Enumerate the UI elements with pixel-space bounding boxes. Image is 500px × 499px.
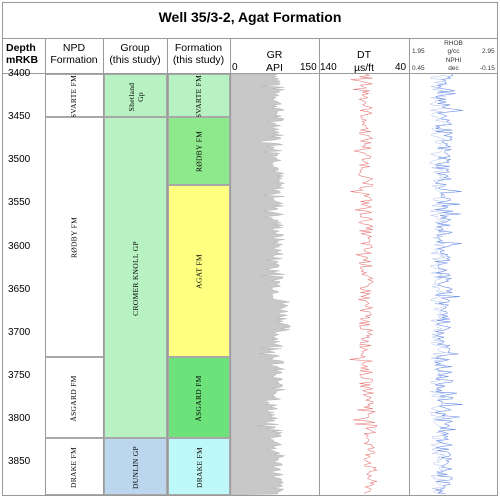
group-header: Group (this study) (103, 42, 167, 66)
column-divider (230, 38, 231, 496)
depth-header-unit: mRKB (6, 54, 39, 66)
rhob-header-title: RHOB (444, 40, 463, 47)
nphi-scale-min: 0.45 (412, 65, 425, 72)
formation-zone: ÅSGARD FM (168, 356, 230, 439)
column-divider (409, 38, 410, 496)
depth-tick-label: 3850 (8, 456, 31, 468)
formation-header-subtitle: (this study) (172, 54, 225, 66)
formation-zone: SVARTE FM (168, 74, 230, 118)
group-header-title: Group (120, 42, 150, 54)
dt-header-title: DT (357, 49, 371, 61)
npd-header: NPD Formation (45, 42, 103, 66)
nphi-header-title: NPHI (445, 57, 462, 64)
npd-zone: RØDBY FM (46, 117, 103, 357)
rhob-log-curve (434, 73, 463, 495)
group-zone: Shetland Gp (104, 74, 167, 118)
depth-tick-label: 3650 (8, 283, 31, 295)
dt-header-unit: µs/ft (353, 62, 375, 74)
gr-scale-max: 150 (300, 62, 317, 73)
dt-scale-min: 140 (320, 62, 337, 73)
depth-tick-label: 3800 (8, 413, 31, 425)
npd-zone: SVARTE FM (46, 74, 103, 118)
dt-log-curve (349, 73, 378, 495)
depth-tick-label: 3500 (8, 154, 31, 166)
depth-tick-label: 3700 (8, 326, 31, 338)
column-divider (319, 38, 320, 496)
formation-header: Formation (this study) (167, 42, 230, 66)
depth-tick-label: 3600 (8, 240, 31, 252)
column-divider (103, 38, 104, 496)
nphi-log-curve (429, 73, 447, 495)
rhob-scale-min: 1.95 (412, 48, 425, 55)
depth-tick-label: 3750 (8, 369, 31, 381)
chart-title: Well 35/3-2, Agat Formation (158, 9, 342, 25)
depth-header: Depth mRKB (2, 42, 49, 66)
header-top-line (2, 38, 498, 39)
npd-header-title: NPD (62, 42, 86, 54)
gr-scale-min: 0 (232, 62, 238, 73)
dt-scale-max: 40 (395, 62, 407, 73)
gr-header-title: GR (266, 49, 283, 61)
group-zone: CROMER KNOLL GP (104, 117, 167, 439)
column-divider (45, 38, 46, 496)
group-zone: DUNLIN GP (104, 438, 167, 495)
rhob-header-unit: g/cc (447, 48, 460, 55)
formation-zone: DRAKE FM (168, 438, 230, 495)
formation-header-title: Formation (174, 42, 223, 54)
npd-zone: ÅSGARD FM (46, 356, 103, 439)
depth-tick-label: 3450 (8, 111, 31, 123)
group-header-subtitle: (this study) (109, 54, 161, 66)
depth-header-title: Depth (6, 42, 36, 54)
depth-tick-label: 3400 (8, 68, 31, 79)
rhob-scale-max: 2.95 (482, 48, 495, 55)
nphi-header-unit: dec (448, 65, 459, 72)
formation-zone: AGAT FM (168, 185, 230, 357)
nphi-scale-max: -0.15 (480, 65, 495, 72)
npd-zone: DRAKE FM (46, 438, 103, 495)
depth-tick-label: 3550 (8, 197, 31, 209)
npd-header-subtitle: Formation (50, 54, 98, 66)
formation-zone: RØDBY FM (168, 117, 230, 186)
gr-log-curve (230, 73, 291, 496)
gr-header-unit: API (266, 62, 283, 74)
column-divider (167, 38, 168, 496)
header-bottom-line (2, 73, 498, 74)
